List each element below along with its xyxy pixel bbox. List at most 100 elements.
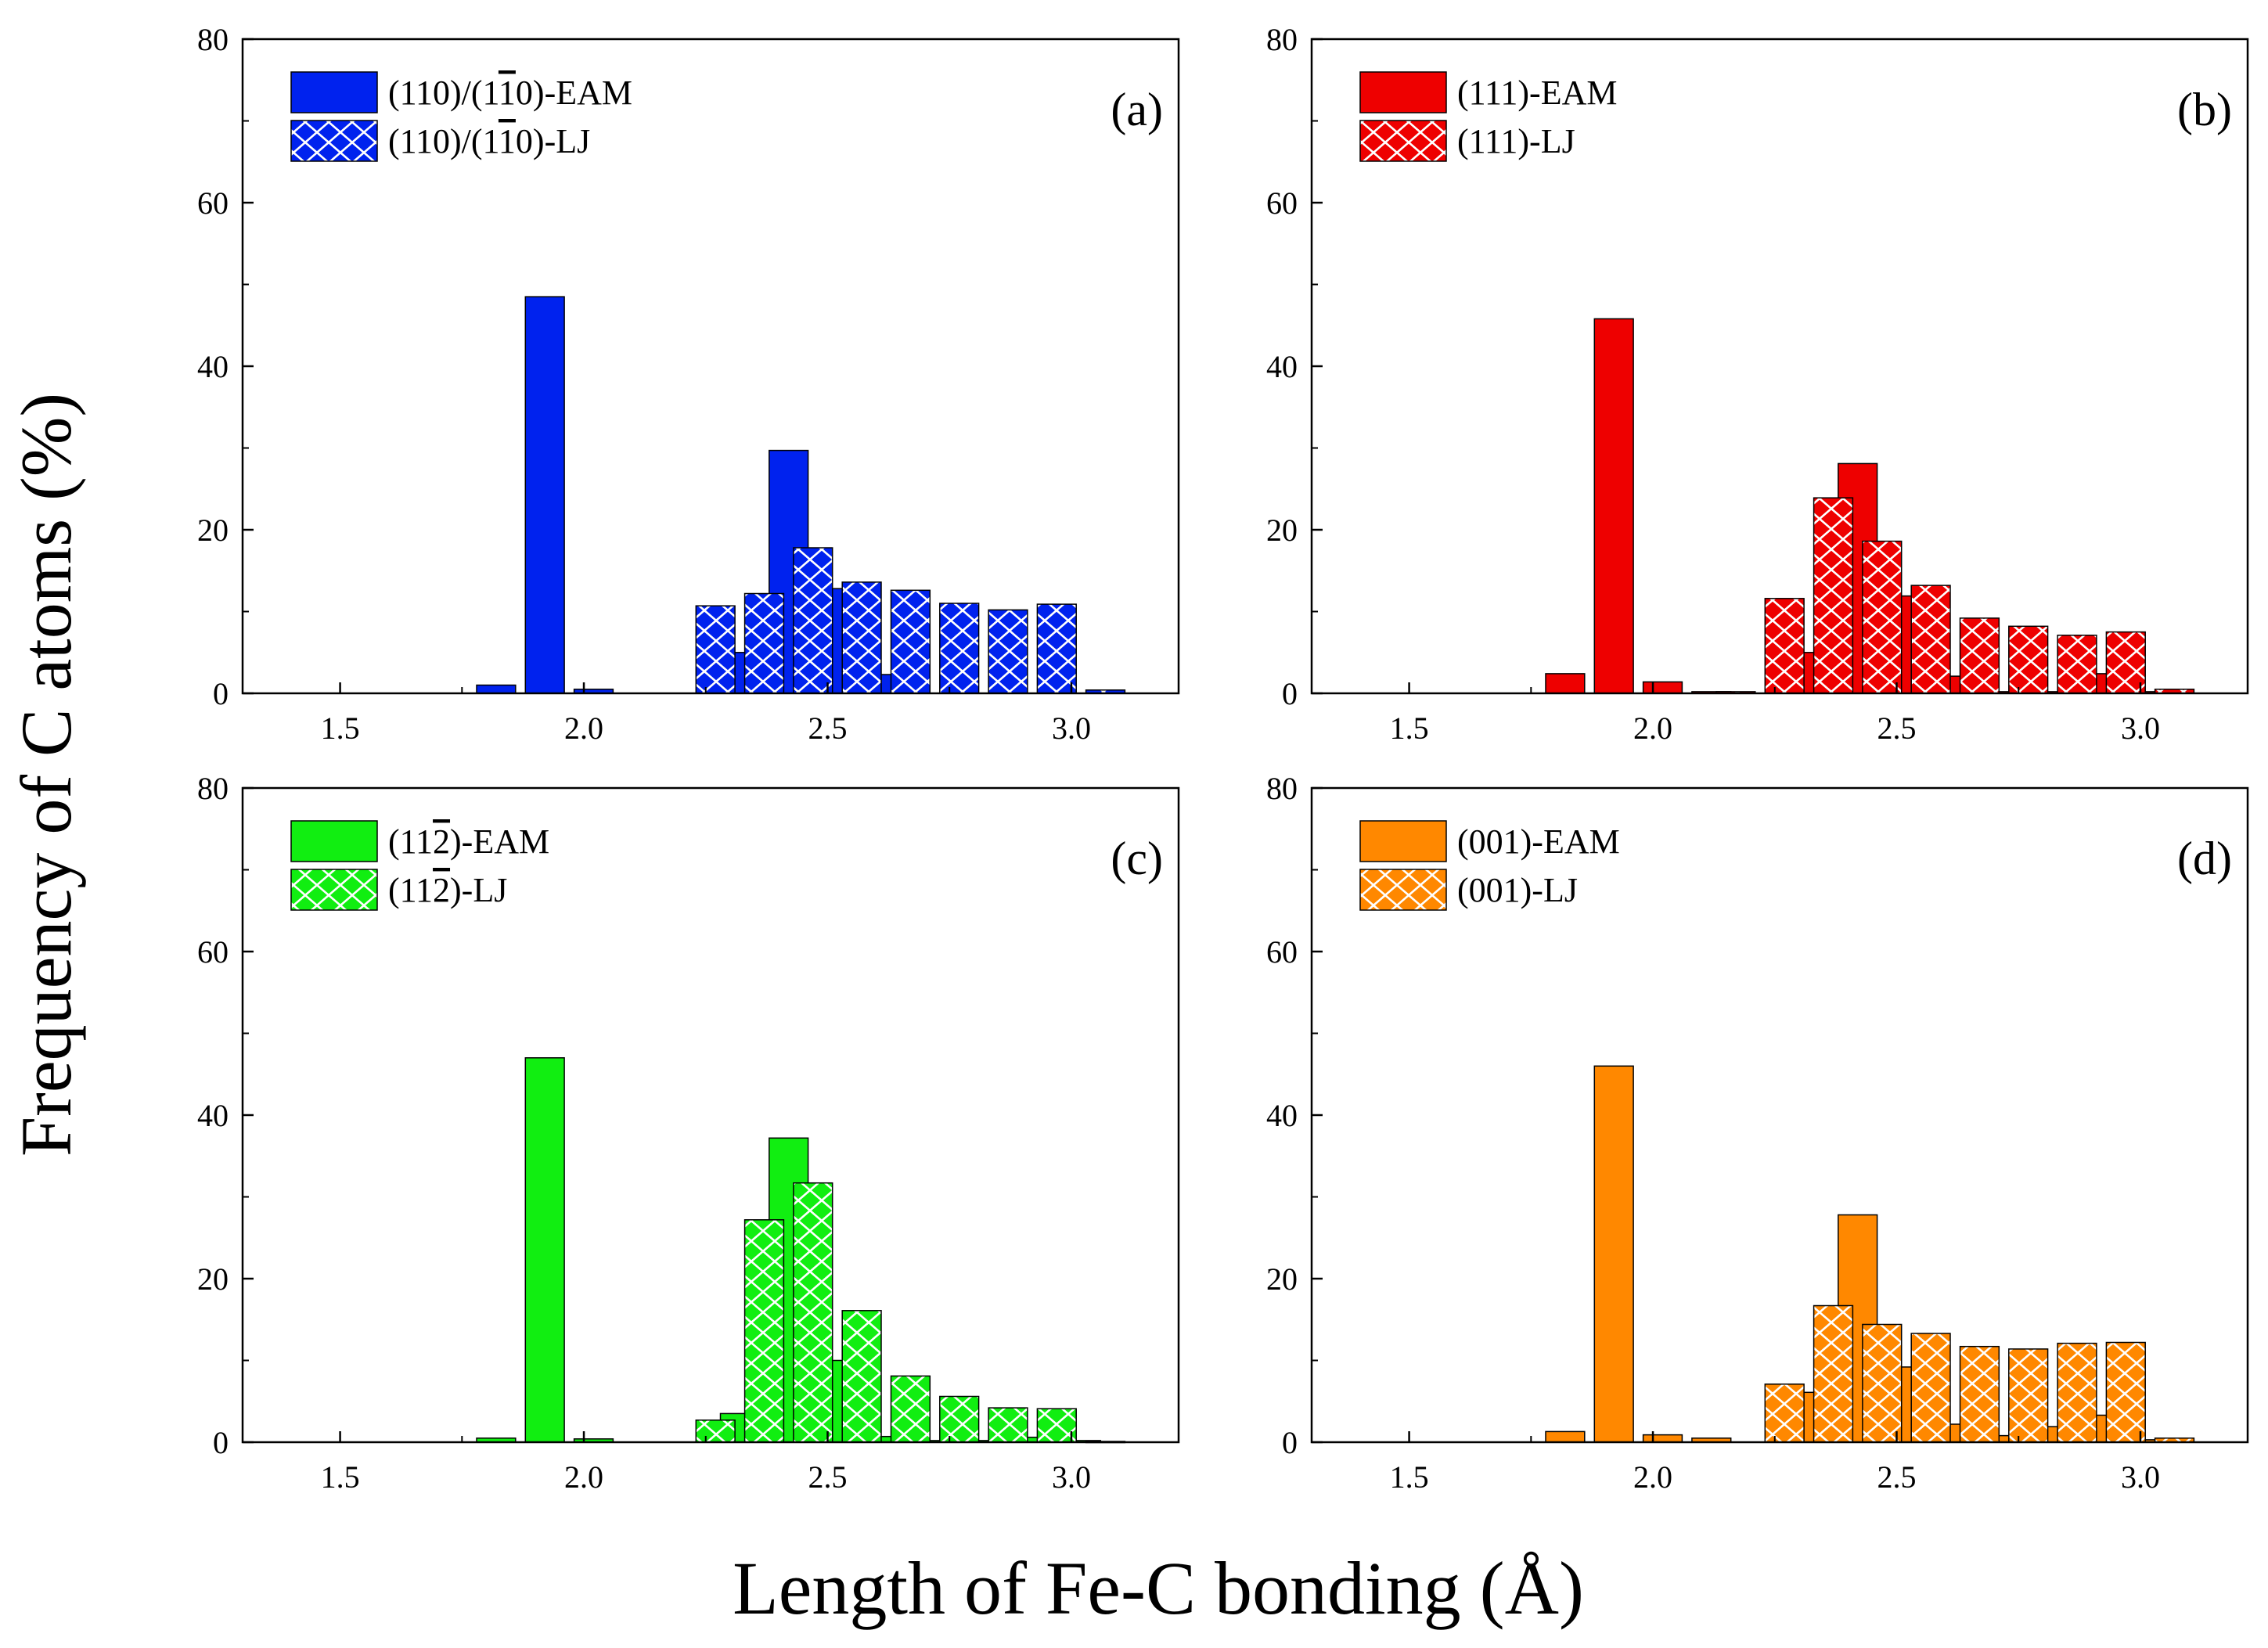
legend-text-part: 0)-EAM (516, 74, 632, 112)
legend-text-part: (111)-LJ (1457, 122, 1575, 160)
bar (1813, 1304, 1854, 1443)
legend: (110)/(110)-EAM(110)/(110)-LJ (290, 71, 632, 162)
x-tick-label: 1.5 (321, 711, 360, 746)
bar (743, 592, 785, 694)
x-tick-label: 2.5 (808, 1459, 848, 1495)
x-tick-label: 2.0 (564, 1459, 603, 1495)
y-tick-label: 20 (1266, 1261, 1298, 1297)
series-lj (695, 1182, 1126, 1444)
legend-swatch (290, 120, 378, 162)
bar (2057, 1342, 2097, 1443)
series-eam (476, 1057, 1102, 1443)
x-tick-label: 2.5 (1877, 711, 1917, 746)
legend-text-part: (001)-LJ (1457, 871, 1578, 909)
bar (1036, 603, 1077, 694)
x-tick-label: 1.5 (321, 1459, 360, 1495)
bar (939, 603, 980, 694)
y-tick-label: 80 (197, 22, 229, 57)
legend-label: (001)-LJ (1457, 871, 1578, 909)
y-tick-label: 40 (1266, 349, 1298, 384)
bar (2105, 1341, 2146, 1443)
legend-label: (110)/(110)-EAM (388, 74, 632, 112)
panels: 1.5 2.0 2.5 3.0020406080(110)/(110)-EAM(110… (197, 22, 2249, 1495)
y-tick-label: 80 (1266, 22, 1298, 57)
y-tick-label: 60 (197, 934, 229, 970)
bar (2008, 1348, 2049, 1443)
y-tick-label: 40 (197, 349, 229, 384)
bar (1593, 318, 1634, 694)
legend-overbar-digit: 1 (499, 122, 516, 160)
x-tick-label: 1.5 (1390, 1459, 1429, 1495)
y-tick-label: 20 (1266, 513, 1298, 548)
bar (1545, 1430, 1586, 1443)
y-tick-label: 80 (197, 771, 229, 806)
bar (1764, 598, 1805, 694)
bar (524, 296, 565, 694)
chart-panel-c: 1.5 2.0 2.5 3.0020406080(112)-EAM(112)-LJ(c… (197, 771, 1180, 1495)
x-axis-title: Length of Fe-C bonding (Å) (733, 1546, 1584, 1630)
x-tick-label: 2.0 (564, 711, 603, 746)
chart-panel-b: 1.5 2.0 2.5 3.0 0 20 40 60 80 (111)-EAM (111)-LJ (b… (1266, 22, 2249, 746)
y-tick-label: 40 (1266, 1098, 1298, 1133)
series-eam (476, 296, 906, 694)
legend: (001)-EAM (001)-LJ (1359, 820, 1620, 911)
y-tick-label: 20 (197, 513, 229, 548)
panel-label: (b) (2177, 84, 2232, 135)
legend-label: (112)-EAM (388, 822, 549, 861)
bar (1959, 617, 2000, 694)
bar (1593, 1065, 1634, 1443)
bar (1862, 1323, 1903, 1443)
bar (988, 609, 1028, 694)
x-tick-label: 2.0 (1633, 1459, 1672, 1495)
legend-swatch (1359, 820, 1447, 862)
bar (988, 1407, 1028, 1443)
x-tick-label: 2.5 (1877, 1459, 1917, 1495)
bar (476, 684, 517, 694)
y-tick-label: 40 (197, 1098, 229, 1133)
legend: (112)-EAM(112)-LJ (290, 820, 549, 911)
bar (1642, 681, 1683, 694)
legend-text-part: (110)/(1 (388, 122, 499, 160)
bar (1764, 1384, 1805, 1443)
y-axis-title: Frequency of C atoms (%) (6, 393, 86, 1157)
legend-swatch (290, 820, 378, 862)
chart-panel-d: 1.5 2.0 2.5 3.0 0 20 40 60 80 (001)-EAM (001)-LJ (d… (1266, 771, 2249, 1495)
bar (1813, 497, 1854, 694)
x-tick-label: 1.5 (1390, 711, 1429, 746)
y-tick-label: 60 (1266, 934, 1298, 970)
y-tick-label: 0 (1282, 1425, 1298, 1460)
legend-overbar-digit: 2 (433, 871, 450, 909)
bar (1545, 673, 1586, 694)
legend-overbar-digit: 2 (433, 822, 450, 861)
chart-panel-a: 1.5 2.0 2.5 3.0020406080(110)/(110)-EAM(110… (197, 22, 1180, 746)
plot-frame (241, 786, 1180, 1444)
legend-swatch (290, 71, 378, 113)
bar (2057, 635, 2097, 694)
legend-text-part: (001)-EAM (1457, 822, 1620, 861)
legend-label: (111)-EAM (1457, 74, 1617, 112)
y-tick-label: 0 (213, 676, 229, 711)
bar (695, 605, 736, 694)
series-lj (1764, 1304, 2195, 1443)
plot-frame (1310, 38, 2249, 695)
legend-swatch (1359, 120, 1447, 162)
legend-text-part: (111)-EAM (1457, 74, 1617, 112)
y-tick-label: 60 (197, 185, 229, 221)
plot-frame (241, 38, 1180, 695)
y-tick-label: 0 (213, 1425, 229, 1460)
legend-label: (001)-EAM (1457, 822, 1620, 861)
legend-text-part: (110)/(1 (388, 74, 499, 112)
bar (1959, 1345, 2000, 1443)
bar (2008, 625, 2049, 694)
legend-overbar-digit: 1 (499, 74, 516, 112)
legend-swatch (290, 869, 378, 911)
legend-swatch (1359, 71, 1447, 113)
bar (743, 1219, 785, 1443)
x-tick-label: 2.5 (808, 711, 848, 746)
x-tick-label: 2.0 (1633, 711, 1672, 746)
bar (793, 1182, 833, 1443)
bar (841, 1310, 882, 1443)
bar (1642, 1434, 1683, 1443)
bar (1036, 1408, 1077, 1443)
